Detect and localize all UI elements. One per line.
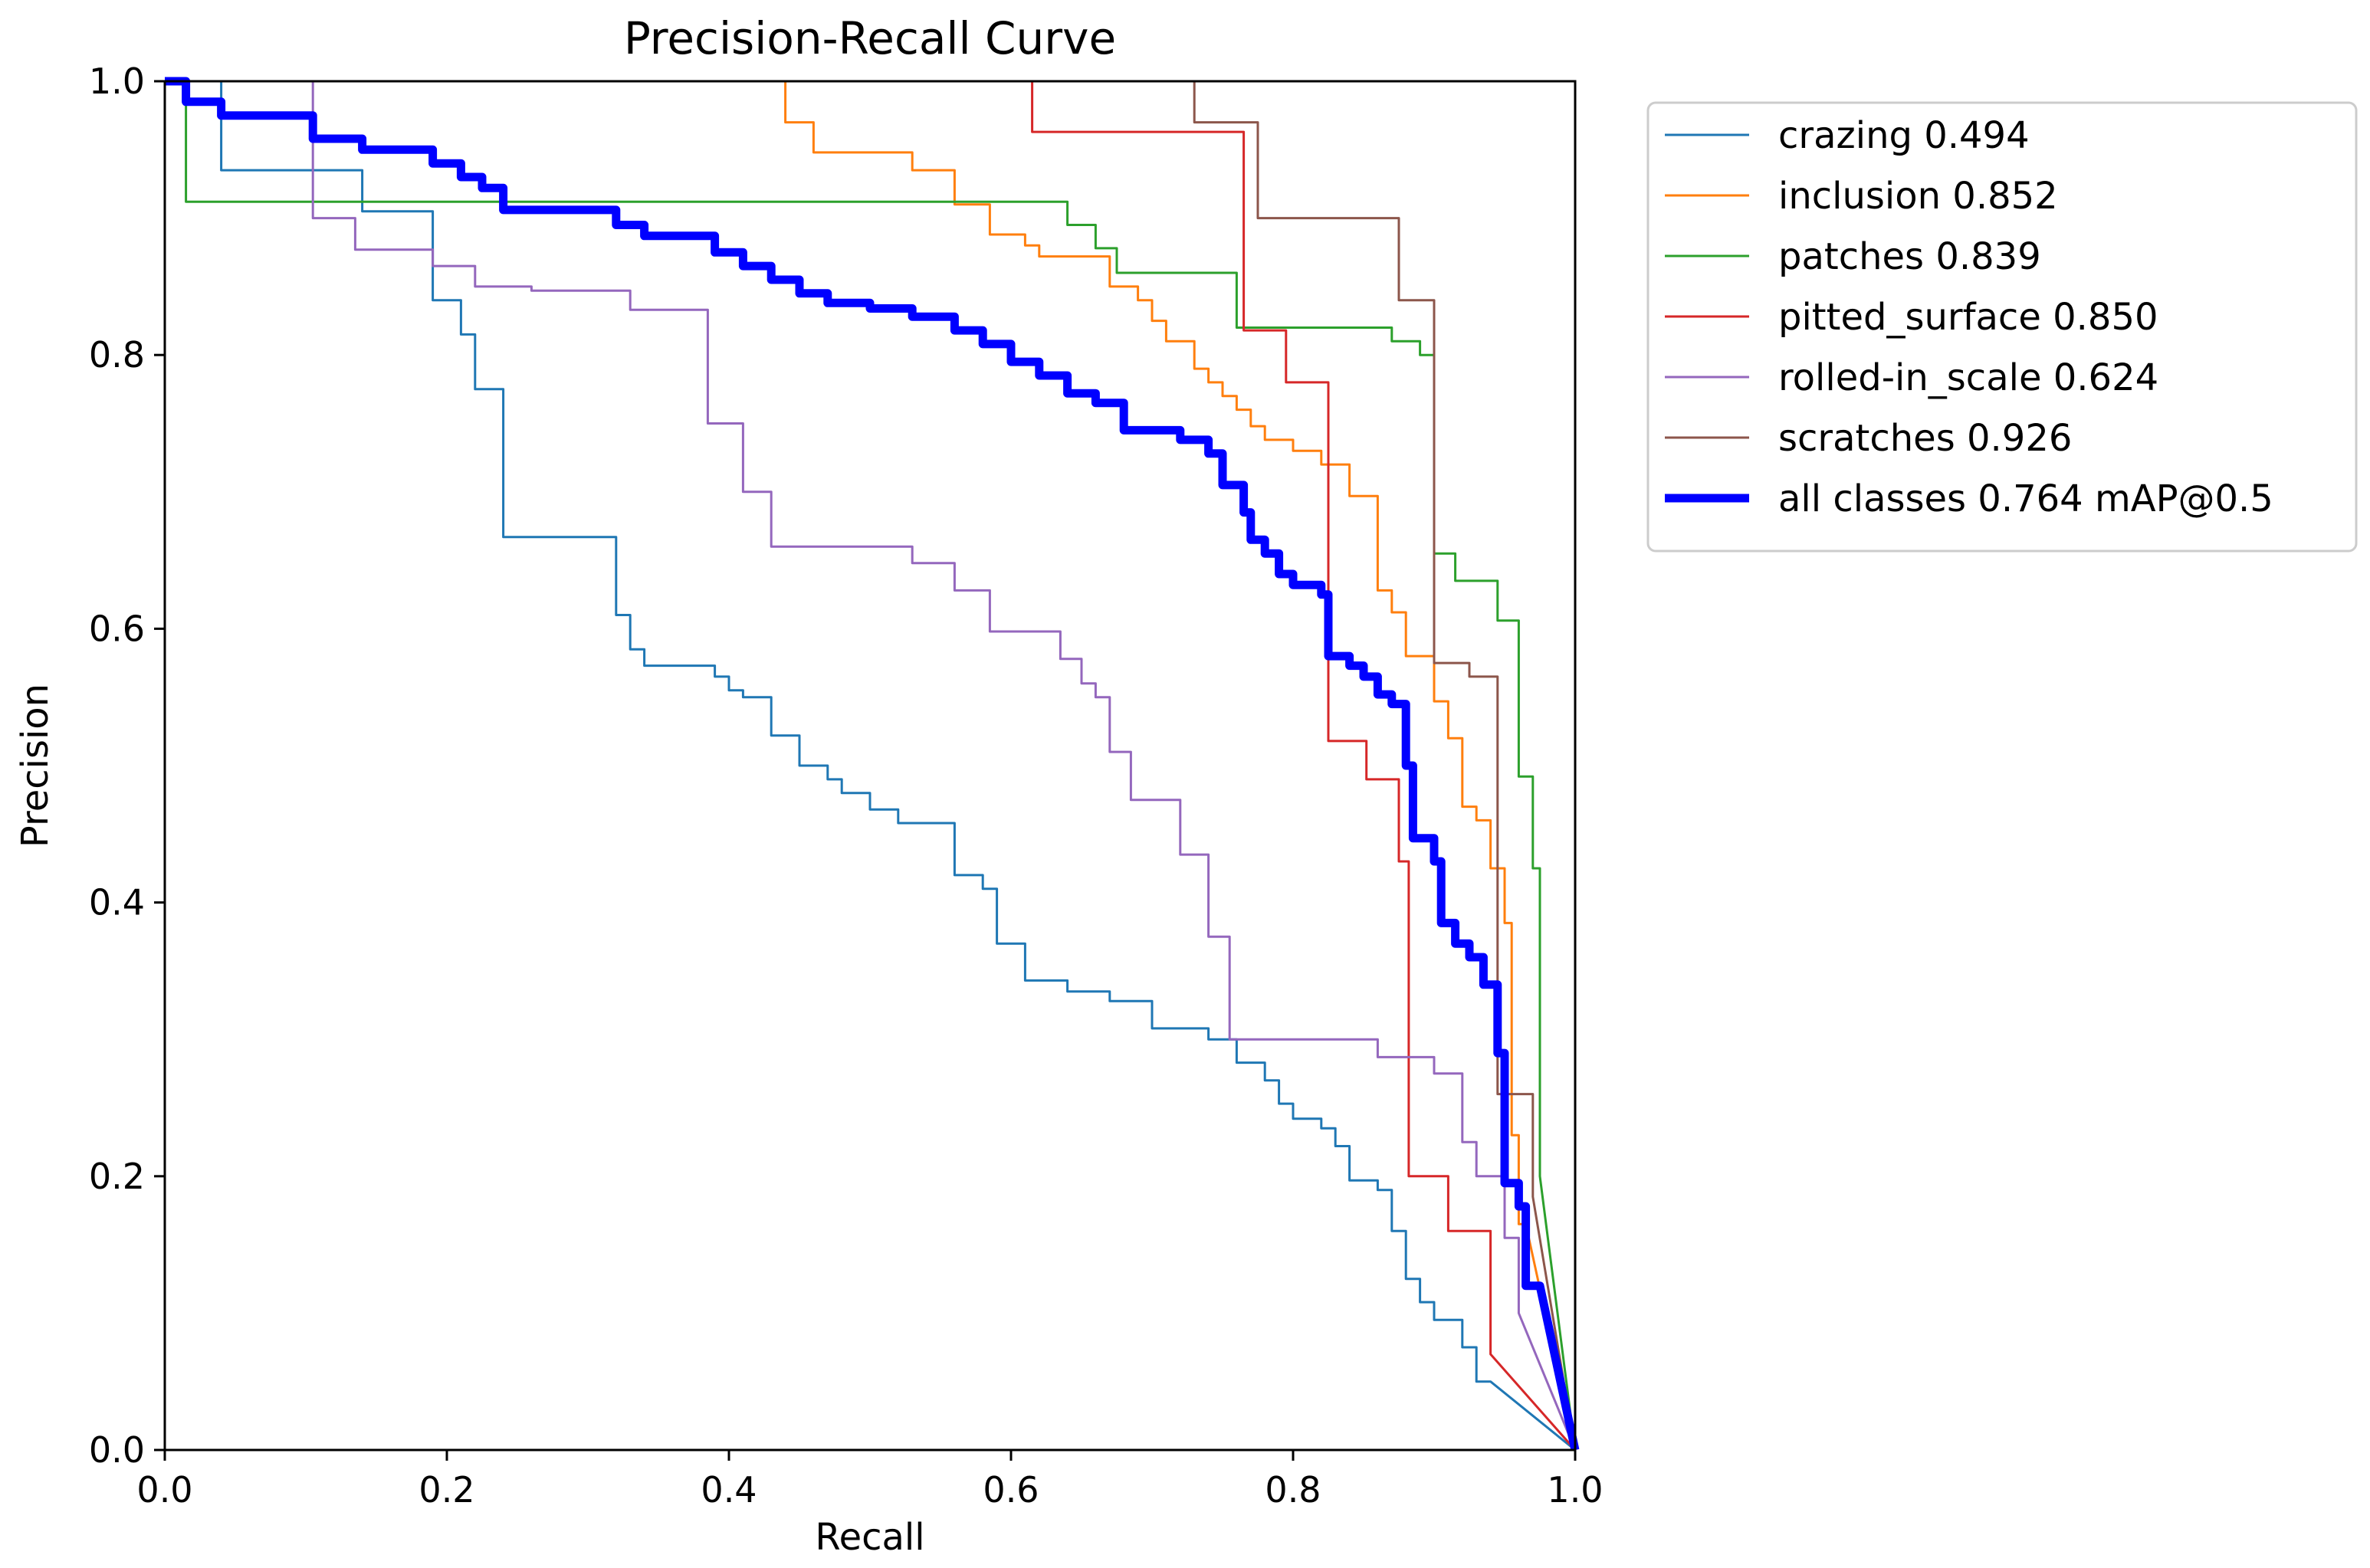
- y-tick-label: 0.6: [89, 608, 145, 649]
- y-tick-label: 1.0: [89, 61, 145, 102]
- legend-label-0: crazing 0.494: [1778, 114, 2030, 157]
- y-tick-label: 0.2: [89, 1156, 145, 1197]
- y-axis: 0.0 0.2 0.4 0.6 0.8 1.0: [89, 61, 165, 1471]
- x-tick-label: 0.8: [1265, 1469, 1321, 1511]
- y-tick-label: 0.0: [89, 1429, 145, 1471]
- series-line-1: [771, 80, 1577, 1451]
- series-line-0: [165, 80, 1576, 1452]
- legend-label-5: scratches 0.926: [1778, 417, 2072, 460]
- legend-label-1: inclusion 0.852: [1778, 175, 2058, 218]
- legend-label-3: pitted_surface 0.850: [1778, 296, 2158, 339]
- x-tick-label: 0.2: [419, 1469, 474, 1511]
- y-tick-label: 0.8: [89, 334, 145, 376]
- y-axis-label: Precision: [14, 684, 57, 848]
- x-tick-label: 1.0: [1547, 1469, 1603, 1511]
- series-line-2: [165, 80, 1577, 1451]
- series-line-6: [165, 77, 1580, 1452]
- legend-box: [1646, 101, 2358, 553]
- chart-title: Precision-Recall Curve: [624, 12, 1116, 64]
- legend: crazing 0.494 inclusion 0.852 patches 0.83…: [1646, 101, 2358, 553]
- legend-label-4: rolled-in_scale 0.624: [1778, 356, 2158, 399]
- series-line-3: [1031, 81, 1577, 1451]
- x-axis: 0.0 0.2 0.4 0.6 0.8 1.0: [136, 1450, 1604, 1511]
- x-tick-label: 0.4: [701, 1469, 757, 1511]
- x-axis-label: Recall: [815, 1516, 924, 1559]
- x-tick-label: 0.6: [983, 1469, 1039, 1511]
- y-tick-label: 0.4: [89, 882, 145, 923]
- x-tick-label: 0.0: [136, 1469, 192, 1511]
- series-line-5: [1193, 81, 1577, 1451]
- plot-frame: [163, 80, 1577, 1452]
- plot-area: [165, 77, 1580, 1452]
- legend-label-6: all classes 0.764 mAP@0.5: [1778, 477, 2273, 520]
- legend-label-2: patches 0.839: [1778, 235, 2041, 278]
- series-line-4: [311, 81, 1577, 1451]
